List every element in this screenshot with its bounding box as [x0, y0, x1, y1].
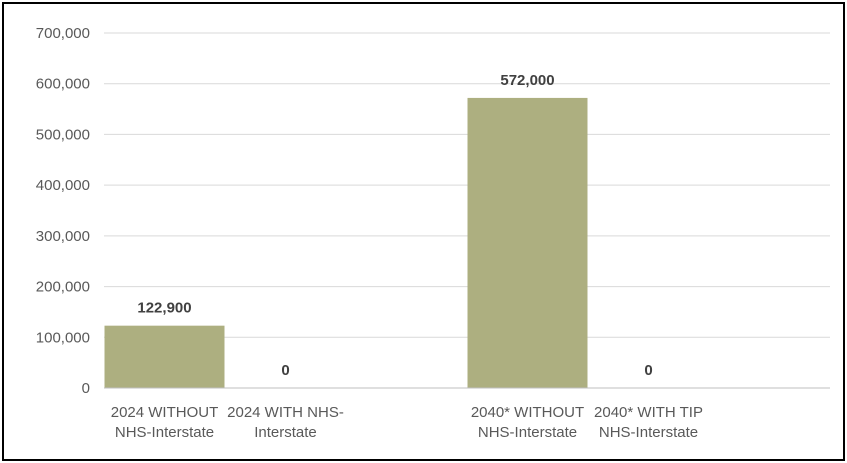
data-label: 0: [644, 362, 652, 379]
bar: [104, 325, 225, 388]
y-tick-label: 400,000: [36, 177, 90, 194]
data-label: 0: [281, 362, 289, 379]
x-tick-label: 2040* WITHOUT: [471, 404, 584, 421]
y-tick-label: 300,000: [36, 228, 90, 245]
y-tick-label: 500,000: [36, 126, 90, 143]
x-tick-label: 2024 WITHOUT: [111, 404, 219, 421]
gridlines: [104, 32, 830, 338]
y-tick-label: 0: [82, 380, 90, 397]
x-tick-label: Interstate: [254, 424, 317, 441]
y-tick-label: 100,000: [36, 329, 90, 346]
x-tick-label: NHS-Interstate: [115, 424, 214, 441]
y-tick-label: 700,000: [36, 25, 90, 42]
y-tick-label: 200,000: [36, 279, 90, 296]
data-label: 122,900: [137, 300, 191, 317]
bar: [467, 97, 588, 389]
y-axis-tick-labels: 0 100,000 200,000 300,000 400,000 500,000 600,…: [36, 25, 90, 397]
y-tick-label: 600,000: [36, 76, 90, 93]
x-tick-label: NHS-Interstate: [599, 424, 698, 441]
x-tick-label: 2024 WITH NHS-: [227, 404, 344, 421]
bars: [104, 97, 588, 389]
category-labels: 2024 WITHOUT NHS-Interstate 2024 WITH NHS-…: [111, 404, 703, 441]
data-labels: 122,900 0 572,000 0: [137, 72, 652, 379]
x-tick-label: 2040* WITH TIP: [594, 404, 703, 421]
data-label: 572,000: [500, 72, 554, 89]
x-tick-label: NHS-Interstate: [478, 424, 577, 441]
